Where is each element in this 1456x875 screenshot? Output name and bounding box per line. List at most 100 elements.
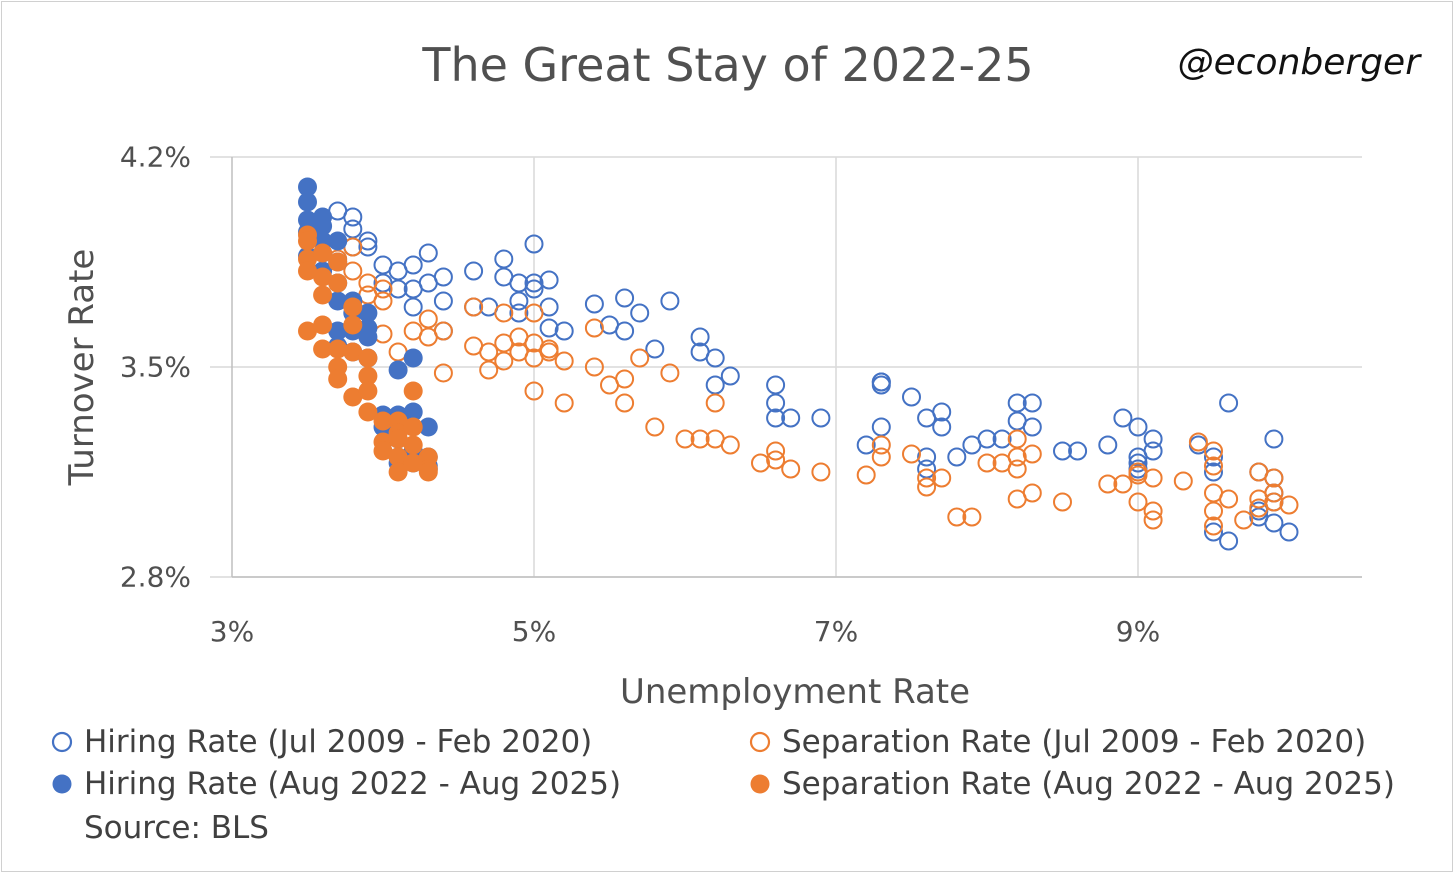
data-point-series-1 [464, 297, 484, 317]
data-point-series-0 [811, 408, 831, 428]
data-point-series-3 [358, 348, 378, 368]
data-point-series-1 [524, 303, 544, 323]
data-point-series-0 [615, 288, 635, 308]
data-point-series-0 [932, 417, 952, 437]
data-point-series-3 [388, 447, 408, 467]
data-point-series-0 [524, 234, 544, 254]
data-point-series-1 [1264, 483, 1284, 503]
data-point-series-3 [298, 231, 317, 251]
data-point-series-3 [328, 252, 348, 272]
x-tick-label: 5% [511, 615, 557, 648]
data-point-series-0 [403, 297, 423, 317]
data-point-series-2 [418, 417, 438, 437]
data-point-series-0 [494, 249, 514, 269]
y-tick-label: 3.5% [119, 350, 191, 384]
data-point-series-0 [690, 342, 710, 362]
gridlines [210, 156, 1362, 578]
data-point-series-1 [600, 375, 619, 395]
data-points [298, 177, 1299, 551]
data-point-series-1 [539, 339, 559, 359]
data-point-series-3 [373, 441, 393, 461]
data-point-series-3 [343, 297, 363, 317]
data-point-series-0 [509, 303, 529, 323]
data-point-series-1 [992, 453, 1012, 473]
data-point-series-1 [433, 363, 453, 383]
x-tick-label: 9% [1115, 615, 1161, 648]
data-point-series-1 [358, 273, 378, 293]
legend-label: Separation Rate (Aug 2022 - Aug 2025) [782, 766, 1395, 802]
data-point-series-1 [584, 357, 604, 377]
data-point-series-1 [1204, 456, 1223, 476]
data-point-series-2 [328, 231, 348, 251]
legend-item-hiring-post: Hiring Rate (Aug 2022 - Aug 2025) [50, 766, 621, 802]
data-point-series-0 [554, 321, 574, 341]
data-point-series-1 [645, 417, 665, 437]
legend-item-separation-pre: Separation Rate (Jul 2009 - Feb 2020) [748, 724, 1366, 760]
data-point-series-1 [947, 507, 967, 527]
data-point-series-2 [358, 303, 378, 323]
data-point-series-0 [418, 243, 438, 263]
data-point-series-2 [298, 192, 317, 212]
data-point-series-1 [524, 381, 544, 401]
data-point-series-1 [1007, 489, 1027, 509]
data-point-series-1 [1143, 510, 1163, 530]
data-point-series-1 [811, 462, 831, 482]
data-point-series-2 [298, 177, 317, 197]
data-point-series-1 [479, 360, 499, 380]
data-point-series-1 [705, 429, 725, 449]
data-point-series-1 [932, 468, 952, 488]
data-point-series-1 [1128, 465, 1148, 485]
data-point-series-1 [690, 429, 710, 449]
data-point-series-0 [947, 447, 967, 467]
data-point-series-3 [403, 435, 423, 455]
data-point-series-0 [766, 408, 786, 428]
legend-label: Hiring Rate (Aug 2022 - Aug 2025) [84, 766, 622, 802]
data-point-series-1 [1204, 516, 1223, 536]
data-point-series-0 [660, 291, 680, 311]
legend-marker-open-blue-icon [51, 731, 73, 753]
data-point-series-0 [373, 255, 393, 275]
data-point-series-1 [675, 429, 695, 449]
data-point-series-0 [1204, 447, 1223, 467]
data-point-series-3 [313, 285, 333, 305]
data-point-series-0 [1113, 408, 1133, 428]
data-point-series-1 [403, 321, 423, 341]
legend-label: Hiring Rate (Jul 2009 - Feb 2020) [84, 724, 593, 760]
data-point-series-0 [630, 303, 650, 323]
data-point-series-1 [464, 336, 484, 356]
data-point-series-3 [343, 387, 363, 407]
data-point-series-1 [1279, 495, 1299, 515]
data-point-series-1 [1007, 429, 1027, 449]
data-point-series-2 [328, 291, 348, 311]
data-point-series-3 [343, 342, 363, 362]
data-point-series-1 [917, 477, 937, 497]
data-point-series-3 [358, 381, 378, 401]
data-point-series-1 [584, 318, 604, 338]
data-point-series-1 [554, 393, 574, 413]
data-point-series-0 [917, 408, 937, 428]
data-point-series-0 [992, 429, 1012, 449]
data-point-series-1 [902, 444, 921, 464]
legend-marker-filled-orange-icon [750, 774, 770, 794]
x-tick-label: 7% [813, 615, 859, 648]
y-tick-label: 4.2% [119, 140, 191, 174]
data-point-series-0 [917, 447, 937, 467]
data-point-series-0 [1143, 429, 1163, 449]
data-point-series-0 [1007, 393, 1027, 413]
data-point-series-1 [1053, 492, 1072, 512]
data-point-series-2 [358, 327, 378, 347]
data-point-series-1 [856, 465, 876, 485]
data-point-series-0 [690, 327, 710, 347]
data-point-series-2 [313, 216, 333, 236]
data-point-series-0 [1022, 393, 1042, 413]
data-point-series-3 [313, 315, 333, 335]
data-point-series-0 [524, 273, 544, 293]
data-point-series-3 [403, 417, 423, 437]
data-point-series-1 [615, 393, 635, 413]
y-tick-label: 2.8% [119, 560, 191, 594]
data-point-series-0 [600, 315, 619, 335]
data-point-series-1 [418, 309, 438, 329]
data-point-series-3 [343, 315, 363, 335]
data-point-series-0 [1022, 417, 1042, 437]
